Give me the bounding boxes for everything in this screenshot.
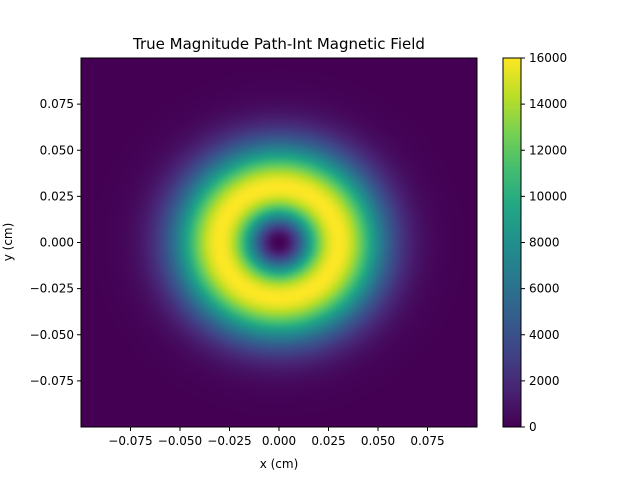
y-tick-label: 0.025 <box>40 189 74 203</box>
x-tick-label: −0.075 <box>108 434 152 448</box>
y-tick-label: −0.075 <box>30 374 74 388</box>
colorbar-tick-label: 10000 <box>529 189 567 203</box>
colorbar-tick-label: 0 <box>529 420 537 434</box>
colorbar-frame <box>502 57 522 428</box>
y-tick-label: −0.025 <box>30 282 74 296</box>
colorbar-tick-label: 16000 <box>529 51 567 65</box>
x-tick-label: 0.050 <box>361 434 395 448</box>
x-tick-label: 0.025 <box>311 434 345 448</box>
x-tick-label: −0.050 <box>158 434 202 448</box>
x-axis-label: x (cm) <box>260 457 299 471</box>
y-tick-label: −0.050 <box>30 328 74 342</box>
x-axis-ticks: −0.075 −0.050 −0.025 0.000 0.025 0.050 0.075 <box>108 427 445 448</box>
plot-frame <box>80 57 478 428</box>
x-tick-label: 0.075 <box>410 434 444 448</box>
heatmap-image <box>81 58 477 427</box>
colorbar-tick-label: 6000 <box>529 282 560 296</box>
x-tick-label: 0.000 <box>262 434 296 448</box>
colorbar-ticks: 0 2000 4000 6000 8000 10000 12000 14000 16000 <box>521 51 567 434</box>
colorbar-tick-label: 14000 <box>529 97 567 111</box>
colorbar-tick-label: 12000 <box>529 143 567 157</box>
y-tick-label: 0.000 <box>40 236 74 250</box>
colorbar-tick-label: 2000 <box>529 374 560 388</box>
x-tick-label: −0.025 <box>207 434 251 448</box>
chart-title: True Magnitude Path-Int Magnetic Field <box>132 35 425 53</box>
colorbar-gradient <box>503 58 521 427</box>
y-axis-ticks: 0.075 0.050 0.025 0.000 −0.025 −0.050 −0.075 <box>30 97 81 388</box>
colorbar-tick-label: 4000 <box>529 328 560 342</box>
y-axis-label: y (cm) <box>1 223 15 262</box>
y-tick-label: 0.075 <box>40 97 74 111</box>
colorbar-tick-label: 8000 <box>529 236 560 250</box>
y-tick-label: 0.050 <box>40 143 74 157</box>
